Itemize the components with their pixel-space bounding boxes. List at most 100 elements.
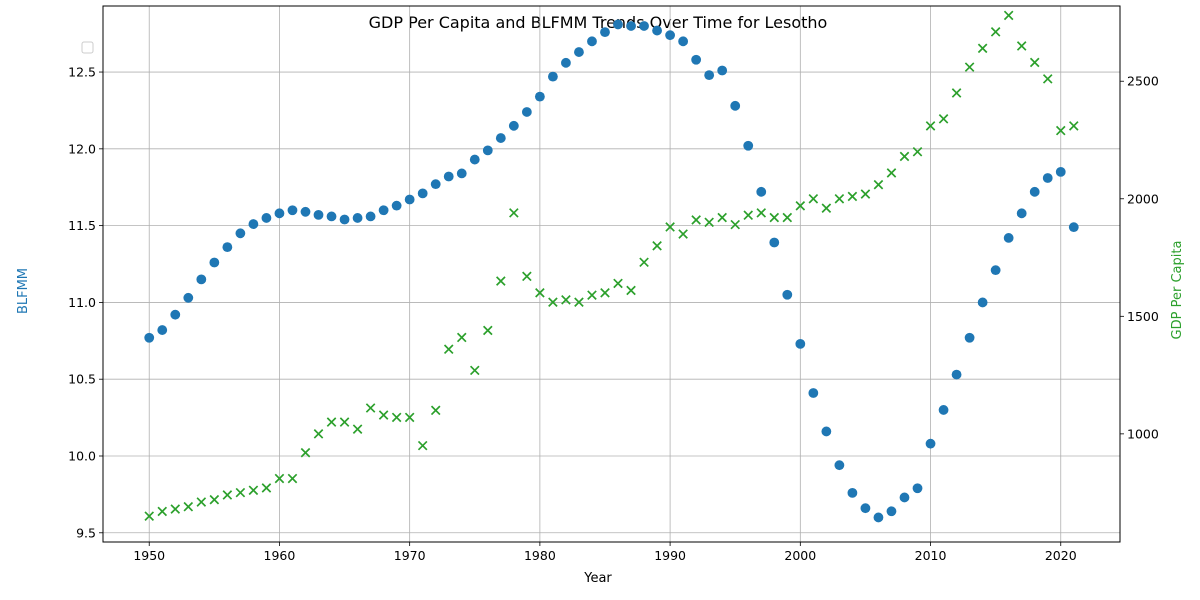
gdp-per-capita-point bbox=[365, 403, 376, 413]
blfmm-point bbox=[144, 332, 155, 343]
blfmm-point bbox=[821, 426, 832, 437]
gdp-per-capita-point bbox=[248, 485, 259, 496]
gdp-per-capita-point bbox=[613, 278, 623, 289]
blfmm-point bbox=[873, 512, 884, 523]
gdp-per-capita-point bbox=[951, 88, 962, 98]
blfmm-point bbox=[339, 214, 350, 225]
gdp-per-capita-point bbox=[847, 191, 858, 202]
gdp-per-capita-point bbox=[157, 506, 168, 517]
blfmm-point bbox=[534, 91, 545, 102]
gdp-per-capita-point bbox=[548, 297, 558, 308]
gdp-per-capita-point bbox=[899, 151, 910, 162]
gdp-per-capita-point bbox=[600, 288, 610, 298]
chart-title: GDP Per Capita and BLFMM Trends Over Tim… bbox=[369, 13, 828, 32]
blfmm-point bbox=[235, 228, 246, 239]
gdp-per-capita-point bbox=[261, 483, 272, 493]
gdp-per-capita-point bbox=[222, 490, 233, 500]
blfmm-point bbox=[443, 171, 454, 182]
gdp-per-capita-point bbox=[691, 215, 701, 225]
gdp-per-capita-point bbox=[1055, 125, 1066, 136]
gdp-per-capita-point bbox=[209, 494, 220, 505]
gdp-per-capita-point bbox=[339, 417, 350, 427]
blfmm-point bbox=[639, 21, 649, 31]
blfmm-point bbox=[326, 211, 337, 222]
gdp-per-capita-point bbox=[378, 410, 389, 420]
blfmm-point bbox=[391, 200, 402, 211]
grid-lines bbox=[103, 6, 1120, 542]
blfmm-point bbox=[574, 47, 584, 57]
blfmm-point bbox=[743, 140, 754, 151]
y-left-tick-label: 9.5 bbox=[76, 525, 96, 540]
blfmm-point bbox=[938, 405, 949, 415]
blfmm-point bbox=[1068, 222, 1079, 233]
blfmm-point bbox=[183, 292, 194, 303]
gdp-per-capita-series bbox=[144, 10, 1079, 521]
blfmm-point bbox=[521, 107, 532, 117]
blfmm-point bbox=[795, 338, 806, 349]
y-left-tick-label: 11.5 bbox=[68, 218, 96, 233]
blfmm-point bbox=[1016, 208, 1027, 219]
blfmm-point bbox=[613, 19, 623, 30]
gdp-per-capita-point bbox=[886, 168, 897, 178]
gdp-per-capita-point bbox=[469, 365, 480, 376]
blfmm-point bbox=[561, 57, 571, 68]
blfmm-point bbox=[365, 211, 376, 222]
blfmm-point bbox=[1029, 186, 1040, 197]
gdp-per-capita-point bbox=[782, 212, 793, 223]
blfmm-point bbox=[456, 168, 467, 179]
gdp-per-capita-point bbox=[482, 325, 493, 336]
blfmm-point bbox=[782, 289, 793, 300]
gdp-per-capita-point bbox=[938, 114, 949, 124]
blfmm-point bbox=[977, 297, 988, 308]
gdp-per-capita-point bbox=[443, 344, 454, 355]
blfmm-point bbox=[313, 209, 324, 220]
gdp-per-capita-point bbox=[860, 189, 871, 199]
plot-frame bbox=[102, 5, 1121, 543]
blfmm-point bbox=[730, 100, 741, 111]
gdp-per-capita-point bbox=[404, 412, 415, 423]
blfmm-point bbox=[482, 145, 493, 156]
gdp-per-capita-point bbox=[626, 285, 636, 296]
blfmm-point bbox=[990, 265, 1001, 276]
y-left-tick-label: 10.0 bbox=[68, 448, 96, 463]
gdp-per-capita-point bbox=[417, 440, 428, 451]
blfmm-point bbox=[1042, 173, 1053, 183]
gdp-per-capita-point bbox=[235, 487, 246, 498]
y-axis-left-ticks: 9.5 10.0 10.5 11.0 11.5 12.0 12.5 bbox=[68, 65, 103, 540]
gdp-per-capita-point bbox=[509, 208, 519, 218]
gdp-per-capita-point bbox=[456, 332, 467, 343]
x-tick-label: 1980 bbox=[524, 548, 556, 563]
blfmm-point bbox=[417, 188, 428, 199]
gdp-per-capita-point bbox=[977, 43, 988, 54]
blfmm-point bbox=[430, 179, 441, 190]
gdp-per-capita-point bbox=[1068, 121, 1079, 131]
blfmm-point bbox=[587, 36, 597, 47]
gdp-per-capita-point bbox=[756, 208, 767, 218]
blfmm-point bbox=[1055, 166, 1066, 177]
blfmm-point bbox=[352, 213, 363, 223]
blfmm-point bbox=[847, 487, 858, 498]
legend-box bbox=[81, 41, 94, 54]
gdp-per-capita-point bbox=[808, 193, 819, 204]
y-right-tick-label: 1500 bbox=[1127, 309, 1159, 324]
y-right-tick-label: 2000 bbox=[1127, 191, 1159, 206]
gdp-per-capita-point bbox=[522, 271, 532, 282]
blfmm-point bbox=[678, 36, 689, 47]
gdp-per-capita-point bbox=[1016, 41, 1027, 51]
blfmm-point bbox=[469, 154, 480, 165]
gdp-per-capita-point bbox=[717, 212, 727, 223]
blfmm-point bbox=[860, 503, 871, 514]
blfmm-point bbox=[964, 332, 975, 343]
blfmm-point bbox=[951, 369, 962, 380]
blfmm-point bbox=[665, 30, 675, 41]
gdp-per-capita-point bbox=[730, 219, 741, 230]
blfmm-point bbox=[626, 21, 636, 31]
x-tick-label: 2010 bbox=[915, 548, 947, 563]
blfmm-point bbox=[378, 205, 389, 216]
gdp-per-capita-point bbox=[391, 412, 402, 423]
gdp-per-capita-point bbox=[326, 417, 337, 427]
gdp-per-capita-point bbox=[587, 290, 597, 300]
blfmm-point bbox=[300, 206, 311, 217]
gdp-per-capita-point bbox=[678, 229, 688, 239]
